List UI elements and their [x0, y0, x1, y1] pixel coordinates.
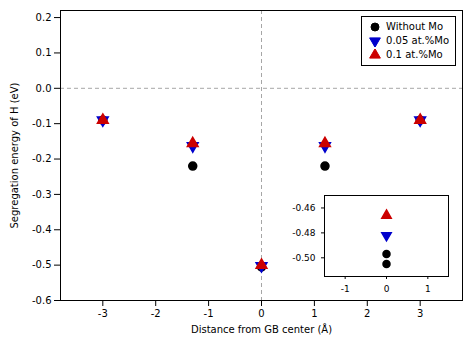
svg-text:-3: -3 — [98, 308, 108, 319]
svg-text:-1: -1 — [341, 284, 350, 294]
svg-text:-0.50: -0.50 — [292, 253, 316, 263]
svg-text:Distance from GB center (Å): Distance from GB center (Å) — [191, 323, 332, 335]
html-text:0.05 at.%Mo: 0.05 at.%Mo — [386, 35, 449, 46]
svg-text:0.2: 0.2 — [36, 12, 52, 23]
svg-text:Segregation energy of H (eV): Segregation energy of H (eV) — [9, 82, 20, 228]
svg-text:1: 1 — [311, 308, 317, 319]
svg-text:2: 2 — [364, 308, 370, 319]
html-text:0.1 at.%Mo: 0.1 at.%Mo — [386, 49, 443, 60]
svg-text:0: 0 — [384, 284, 390, 294]
svg-text:-0.46: -0.46 — [292, 203, 316, 213]
svg-text:1: 1 — [425, 284, 431, 294]
svg-text:0.1: 0.1 — [36, 47, 52, 58]
svg-text:-0.3: -0.3 — [32, 189, 52, 200]
svg-text:-2: -2 — [151, 308, 161, 319]
svg-text:-0.2: -0.2 — [32, 153, 52, 164]
svg-text:-1: -1 — [204, 308, 214, 319]
svg-text:-0.1: -0.1 — [32, 118, 52, 129]
svg-text:-0.6: -0.6 — [32, 295, 52, 306]
svg-text:-0.4: -0.4 — [32, 224, 52, 235]
html-text:Without Mo: Without Mo — [386, 21, 444, 32]
svg-text:-0.48: -0.48 — [292, 228, 316, 238]
svg-text:-0.5: -0.5 — [32, 259, 52, 270]
svg-text:3: 3 — [417, 308, 423, 319]
svg-text:0.0: 0.0 — [36, 83, 52, 94]
svg-text:0: 0 — [258, 308, 264, 319]
